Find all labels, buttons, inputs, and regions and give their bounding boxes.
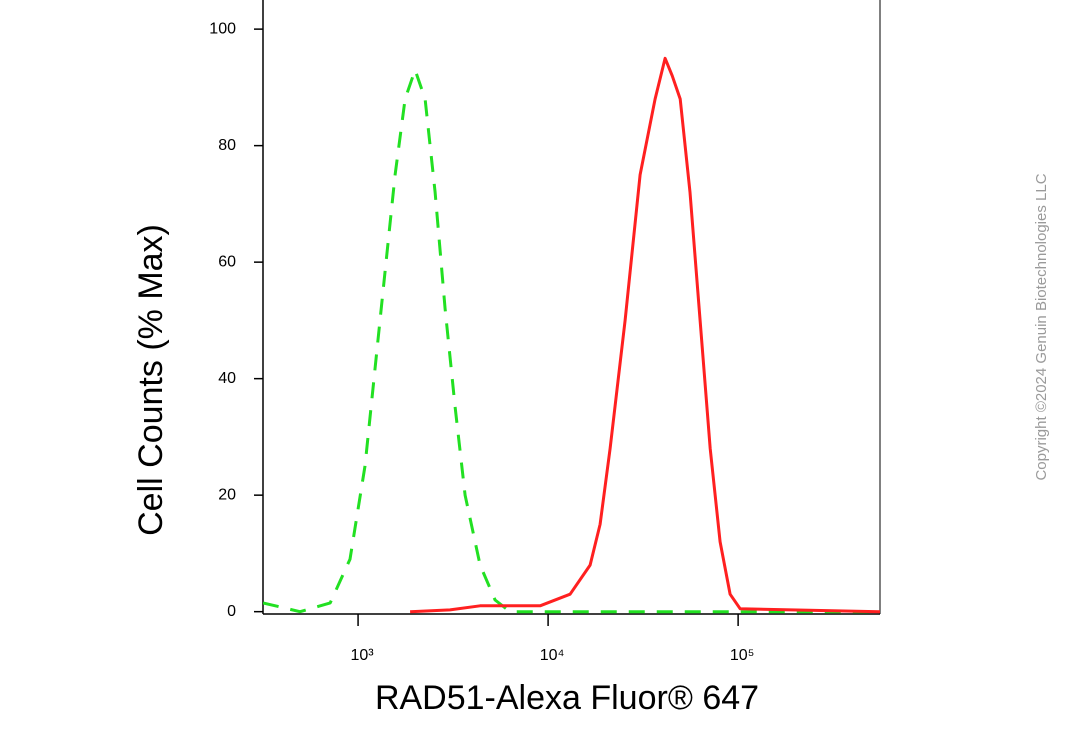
series-line xyxy=(410,56,880,614)
y-tick-label: 0 xyxy=(227,603,236,620)
x-axis-title: RAD51-Alexa Fluor® 647 xyxy=(375,679,759,717)
y-axis-title: Cell Counts (% Max) xyxy=(132,224,170,536)
y-tick-label: 80 xyxy=(218,137,236,154)
x-tick-label: 10⁴ xyxy=(540,647,565,664)
y-tick-label: 40 xyxy=(218,370,236,387)
y-tick-label: 100 xyxy=(209,20,236,37)
x-tick-label: 10⁵ xyxy=(730,647,754,664)
x-tick-label: 10³ xyxy=(351,647,375,664)
y-tick-label: 60 xyxy=(218,253,236,270)
copyright: Copyright ©2024 Genuin Biotechnologies L… xyxy=(1033,173,1050,480)
y-tick-label: 20 xyxy=(218,486,236,503)
series-line xyxy=(263,68,880,614)
